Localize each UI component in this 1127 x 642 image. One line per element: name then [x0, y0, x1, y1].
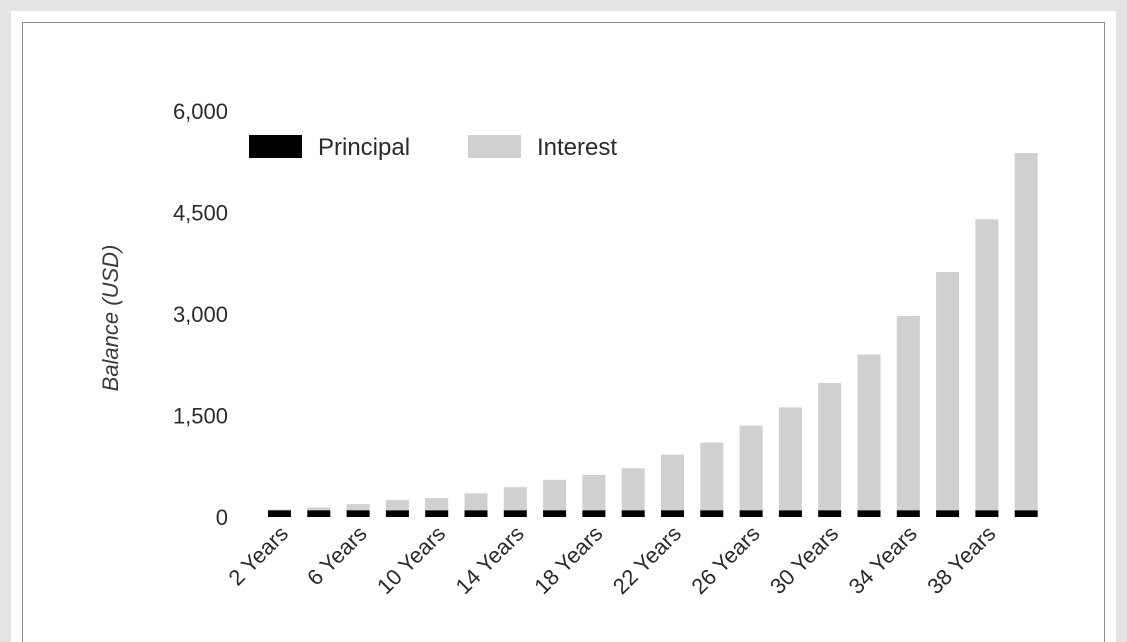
bar-principal: [700, 510, 724, 517]
y-axis-label: Balance (USD): [98, 245, 123, 392]
bar-interest: [936, 272, 960, 511]
bar-interest: [543, 479, 567, 511]
bar-interest: [346, 504, 370, 511]
chart-panel: [22, 22, 1105, 642]
bar-principal: [346, 510, 370, 517]
bar-interest: [896, 316, 920, 511]
bar-interest: [385, 500, 409, 511]
bar-principal: [778, 510, 802, 517]
x-tick-label: 6 Years: [302, 521, 372, 591]
bar-interest: [857, 354, 881, 511]
x-tick-label: 14 Years: [451, 521, 529, 599]
bar-principal: [818, 510, 842, 517]
y-tick-label: 4,500: [173, 201, 228, 226]
bar-interest: [778, 407, 802, 511]
bar-interest: [1014, 153, 1038, 511]
bar-interest: [975, 219, 999, 511]
bar-principal: [464, 510, 488, 517]
bar-interest: [582, 475, 606, 511]
y-tick-label: 1,500: [173, 404, 228, 429]
bar-interest: [268, 509, 291, 511]
bar-interest: [739, 425, 763, 511]
bar-principal: [739, 510, 763, 517]
legend-label-interest: Interest: [537, 134, 617, 161]
bar-interest: [818, 383, 842, 511]
bar-principal: [936, 510, 960, 517]
bar-interest: [700, 442, 724, 511]
legend-label-principal: Principal: [318, 134, 410, 161]
bar-principal: [857, 510, 881, 517]
x-axis-ticks: 2 Years 6 Years 10 Years 14 Years 18 Years 22…: [223, 521, 1000, 599]
x-tick-label: 30 Years: [765, 521, 843, 599]
x-tick-label: 10 Years: [372, 521, 450, 599]
x-tick-label: 22 Years: [608, 521, 686, 599]
bar-principal: [582, 510, 606, 517]
bar-interest: [425, 498, 449, 511]
x-tick-label: 34 Years: [844, 521, 922, 599]
bar-principal: [385, 510, 409, 517]
legend-swatch-interest: [468, 135, 521, 158]
legend-swatch-principal: [249, 135, 302, 158]
x-tick-label: 38 Years: [922, 521, 1000, 599]
bar-interest: [661, 454, 684, 511]
y-axis-ticks: 0 1,500 3,000 4,500 6,000: [173, 99, 228, 530]
bar-principal: [268, 510, 291, 517]
bar-interest: [621, 468, 645, 511]
legend: Principal Interest: [249, 134, 617, 161]
bar-interest: [503, 487, 527, 511]
bar-principal: [425, 510, 449, 517]
bar-interest: [464, 493, 488, 511]
y-tick-label: 0: [216, 505, 228, 530]
bar-principal: [896, 510, 920, 517]
bar-principal: [975, 510, 999, 517]
bar-principal: [543, 510, 567, 517]
x-tick-label: 2 Years: [223, 521, 293, 591]
bar-interest: [307, 507, 331, 511]
y-tick-label: 6,000: [173, 99, 228, 124]
x-tick-label: 26 Years: [686, 521, 764, 599]
y-tick-label: 3,000: [173, 302, 228, 327]
bar-principal: [307, 510, 331, 517]
bar-principal: [621, 510, 645, 517]
x-tick-label: 18 Years: [529, 521, 607, 599]
bar-principal: [503, 510, 527, 517]
bar-principal: [1014, 510, 1038, 517]
bar-principal: [661, 510, 684, 517]
bars: [268, 153, 1038, 517]
